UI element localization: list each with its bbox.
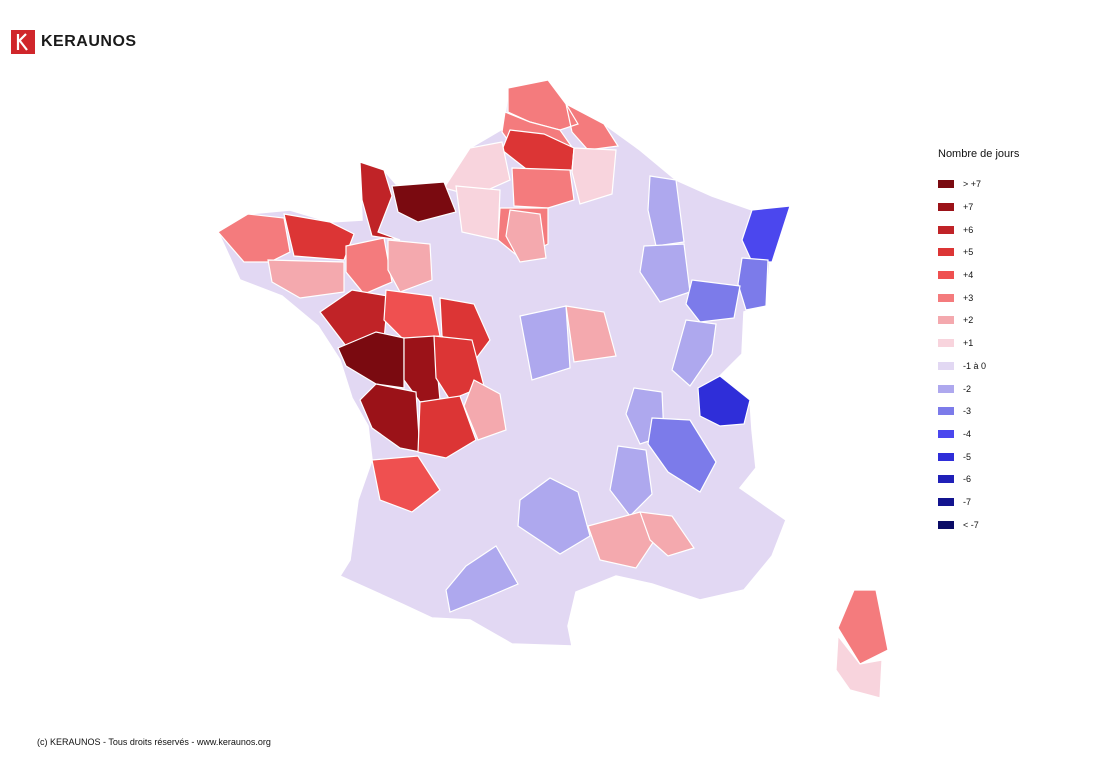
department-vienne	[433, 335, 485, 401]
legend-label: -2	[963, 383, 972, 394]
legend-label: -6	[963, 474, 972, 485]
legend-item: -4	[938, 423, 1058, 446]
legend-label: -3	[963, 406, 972, 417]
department-h-rault	[587, 511, 661, 569]
legend-swatch	[938, 429, 954, 438]
legend-label: -7	[963, 496, 972, 507]
department-haute-vienne	[463, 379, 507, 441]
keraunos-logo: KERAUNOS	[11, 30, 137, 54]
department-manche	[359, 161, 401, 241]
department-gironde	[371, 455, 441, 513]
legend-item: +2	[938, 309, 1058, 332]
legend-item: < -7	[938, 513, 1058, 536]
legend-swatch	[938, 316, 954, 325]
legend-label: < -7	[963, 519, 979, 530]
legend-label: -4	[963, 428, 972, 439]
department-finist-re	[217, 213, 291, 263]
legend-label: -5	[963, 451, 972, 462]
legend-swatch	[938, 271, 954, 280]
legend-label: +2	[963, 315, 974, 326]
legend-item: > +7	[938, 173, 1058, 196]
legend-swatch	[938, 293, 954, 302]
copyright-footer: (c) KERAUNOS - Tous droits réservés - ww…	[37, 737, 271, 747]
department-mayenne	[387, 239, 433, 293]
legend-swatch	[938, 339, 954, 348]
department-gard	[639, 511, 695, 557]
legend-swatch	[938, 203, 954, 212]
department-haute-savoie	[697, 375, 751, 427]
legend-list: > +7 +7 +6 +5 +4 +3 +2 +1 -1 à 0 -2 -3 -4 -5 -6 -7 < -7	[938, 173, 1058, 536]
legend-item: -3	[938, 400, 1058, 423]
legend-label: +6	[963, 224, 974, 235]
legend-item: +3	[938, 286, 1058, 309]
legend-item: -6	[938, 468, 1058, 491]
legend-item: +5	[938, 241, 1058, 264]
department-is-re	[647, 417, 717, 493]
legend-swatch	[938, 361, 954, 370]
legend-title: Nombre de jours	[938, 148, 1020, 160]
department-indre-et-loire	[439, 297, 491, 365]
department-haute-corse	[837, 589, 889, 665]
legend-item: -5	[938, 445, 1058, 468]
legend-swatch	[938, 475, 954, 484]
department-ardennes	[571, 147, 617, 205]
keraunos-logo-icon	[11, 30, 35, 54]
legend-swatch	[938, 407, 954, 416]
legend-swatch	[938, 452, 954, 461]
legend-swatch	[938, 497, 954, 506]
department-haut-rhin	[737, 257, 769, 311]
legend-item: +6	[938, 218, 1058, 241]
department-morbihan	[267, 259, 345, 299]
legend-label: +5	[963, 247, 974, 258]
legend-item: +4	[938, 264, 1058, 287]
brand-name: KERAUNOS	[41, 33, 137, 50]
department-charente	[417, 395, 477, 459]
department-calvados	[391, 181, 457, 223]
department-doubs	[685, 279, 741, 323]
legend-swatch	[938, 180, 954, 189]
legend-swatch	[938, 225, 954, 234]
department-aisne-nord	[511, 167, 575, 209]
department-yvelines	[505, 209, 547, 263]
legend-swatch	[938, 248, 954, 257]
department-ard-che	[609, 445, 653, 517]
legend-swatch	[938, 384, 954, 393]
department-aveyron	[517, 477, 591, 555]
legend-label: +1	[963, 338, 974, 349]
department-nord	[507, 79, 620, 151]
department-charente-maritime	[359, 383, 421, 453]
legend-label: > +7	[963, 179, 982, 190]
legend-label: -1 à 0	[963, 360, 987, 371]
department-corse-du-sud	[835, 634, 883, 699]
legend-label: +3	[963, 292, 974, 303]
department-cher	[519, 305, 571, 381]
legend-item: -1 à 0	[938, 355, 1058, 378]
legend-label: +4	[963, 270, 974, 281]
legend-item: +1	[938, 332, 1058, 355]
department-meuse	[647, 175, 685, 247]
legend-swatch	[938, 520, 954, 529]
department-haute-sa-ne	[639, 243, 691, 303]
legend-item: -7	[938, 491, 1058, 514]
legend: Nombre de jours > +7 +7 +6 +5 +4 +3 +2 +1 -1 à 0…	[938, 148, 1058, 536]
department-ille-et-vilaine	[345, 237, 393, 295]
legend-label: +7	[963, 202, 974, 213]
department-jura	[671, 319, 717, 387]
department-haute-garonne	[445, 545, 519, 613]
legend-item: -2	[938, 377, 1058, 400]
department-ni-vre	[565, 305, 617, 363]
department-eure	[455, 185, 501, 241]
legend-item: +7	[938, 196, 1058, 219]
department-vend-e	[337, 331, 405, 389]
